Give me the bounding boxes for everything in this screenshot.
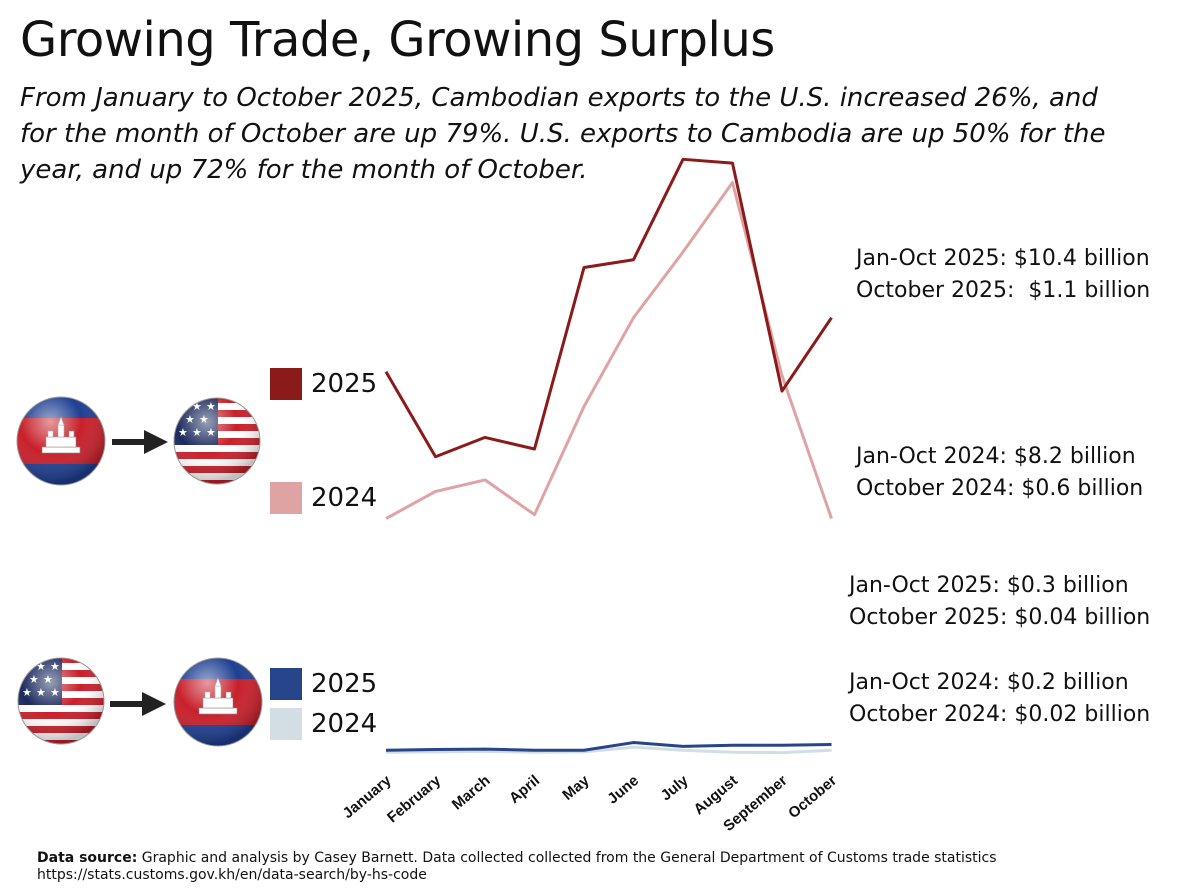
legend-item-us-2024: 2024: [270, 708, 377, 740]
us-flag-icon: ★★★ ★★ ★★★: [16, 656, 106, 750]
x-tick-label: February: [384, 772, 445, 827]
legend-label: 2025: [311, 369, 378, 399]
legend-label: 2024: [311, 709, 378, 739]
legend-label: 2025: [311, 669, 378, 699]
legend-swatch: [270, 368, 302, 400]
source-url: https://stats.customs.gov.kh/en/data-sea…: [37, 867, 427, 883]
legend-item-kh-2025: 2025: [270, 368, 377, 400]
x-tick-label: April: [506, 772, 543, 807]
chart-subtitle: From January to October 2025, Cambodian …: [20, 80, 1180, 188]
source-text: Graphic and analysis by Casey Barnett. D…: [137, 850, 997, 866]
cambodia-flag-icon: [15, 395, 107, 491]
arrow-right-icon: [110, 690, 166, 722]
x-tick-label: March: [449, 772, 494, 813]
annotation-us-2025: Jan-Oct 2025: $0.3 billion October 2025:…: [849, 573, 1151, 630]
annotation-us-2024: Jan-Oct 2024: $0.2 billion October 2024:…: [849, 670, 1151, 727]
series-line-cambodia-to-u-s-2025: [384, 157, 833, 459]
legend-label: 2024: [311, 483, 378, 513]
us-flag-icon: ★★★ ★★ ★★★: [172, 396, 262, 490]
x-tick-label: July: [658, 772, 692, 805]
series-line-cambodia-to-u-s-2024: [385, 180, 833, 520]
source-label: Data source:: [37, 850, 138, 866]
annotation-kh-2024: Jan-Oct 2024: $8.2 billion October 2024:…: [856, 444, 1144, 501]
footer: Data source: Graphic and analysis by Cas…: [37, 850, 997, 884]
chart-title: Growing Trade, Growing Surplus: [20, 12, 775, 68]
legend-swatch: [270, 668, 302, 700]
subtitle-line: for the month of October are up 79%. U.S…: [20, 119, 1106, 149]
annotation-kh-2025: Jan-Oct 2025: $10.4 billion October 2025…: [856, 246, 1151, 303]
legend-item-kh-2024: 2024: [270, 482, 377, 514]
x-tick-label: June: [604, 772, 642, 808]
series-line-u-s-to-cambodia-2024: [385, 745, 832, 755]
x-tick-label: October: [785, 772, 840, 822]
subtitle-line: From January to October 2025, Cambodian …: [20, 83, 1098, 113]
x-tick-label: May: [559, 772, 593, 804]
legend-swatch: [270, 708, 302, 740]
arrow-right-icon: [112, 428, 168, 460]
cambodia-flag-icon: [172, 656, 264, 752]
legend-swatch: [270, 482, 302, 514]
subtitle-line: year, and up 72% for the month of Octobe…: [20, 155, 588, 185]
legend-item-us-2025: 2025: [270, 668, 377, 700]
series-line-u-s-to-cambodia-2025: [385, 741, 832, 752]
